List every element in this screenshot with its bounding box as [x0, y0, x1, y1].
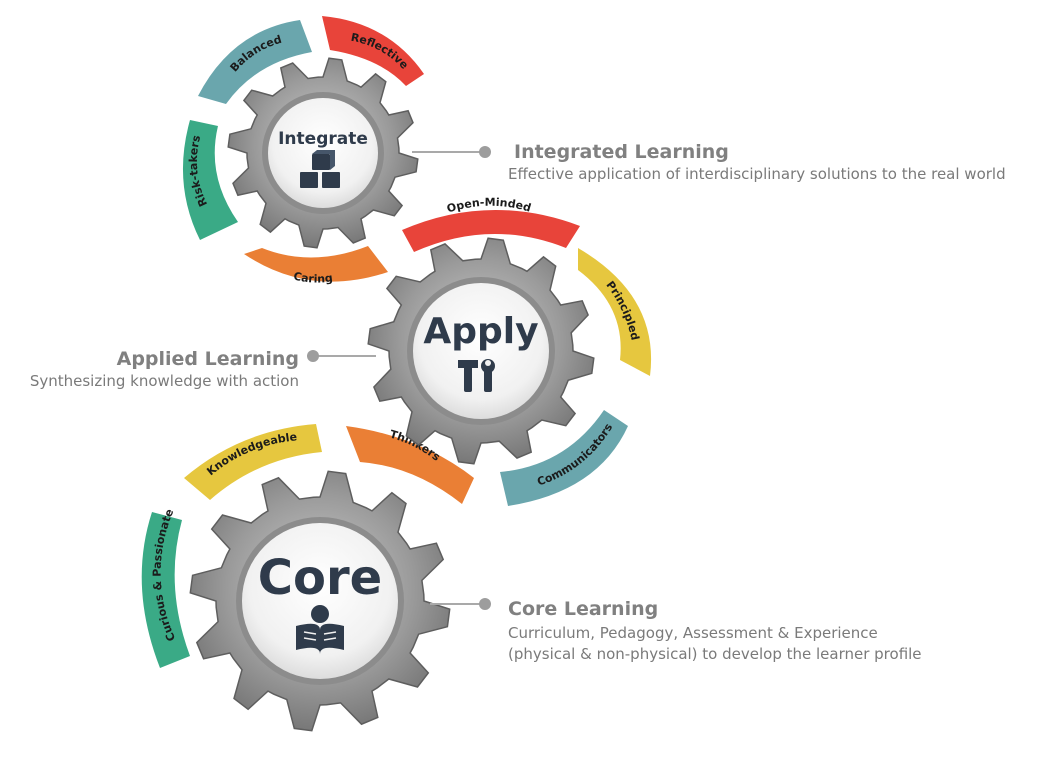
- arc-open-minded: Open-Minded: [402, 196, 580, 252]
- applied-learning-description: Applied Learning Synthesizing knowledge …: [30, 347, 299, 392]
- integrated-learning-text: Effective application of interdisciplina…: [508, 165, 1006, 183]
- arc-knowledgeable: Knowledgeable: [184, 424, 322, 500]
- integrated-learning-description: Integrated Learning: [514, 140, 729, 164]
- leader-dot-applied: [307, 350, 319, 362]
- gear-apply: [367, 237, 595, 465]
- integrated-learning-text-block: Effective application of interdisciplina…: [508, 164, 1006, 185]
- gear-word-core: Core: [258, 550, 382, 606]
- leader-dot-core: [479, 598, 491, 610]
- cubes-icon: [300, 150, 340, 188]
- gear-word-integrate: Integrate: [278, 129, 368, 149]
- gear-word-apply: Apply: [423, 311, 538, 352]
- core-learning-description: Core Learning Curriculum, Pedagogy, Asse…: [508, 597, 922, 665]
- tools-icon: [458, 359, 495, 392]
- arc-curious-passionate: Curious & Passionate: [141, 507, 190, 668]
- gear-core: [189, 470, 451, 732]
- core-learning-text-line2: (physical & non-physical) to develop the…: [508, 645, 922, 663]
- leader-dot-integrated: [479, 146, 491, 158]
- applied-learning-title: Applied Learning: [116, 348, 299, 370]
- gear-hub: [242, 523, 398, 679]
- arc-risk-takers: Risk-takers: [182, 120, 238, 240]
- applied-learning-text: Synthesizing knowledge with action: [29, 372, 299, 390]
- core-learning-title: Core Learning: [508, 598, 659, 620]
- reader-icon: [296, 605, 344, 654]
- arc-label-caring: Caring: [292, 270, 333, 286]
- integrated-learning-title: Integrated Learning: [514, 141, 729, 163]
- core-learning-text-line1: Curriculum, Pedagogy, Assessment & Exper…: [508, 624, 878, 642]
- svg-text:Caring: Caring: [292, 270, 333, 286]
- gear-hub: [413, 283, 549, 419]
- arc-caring: Caring: [244, 246, 388, 286]
